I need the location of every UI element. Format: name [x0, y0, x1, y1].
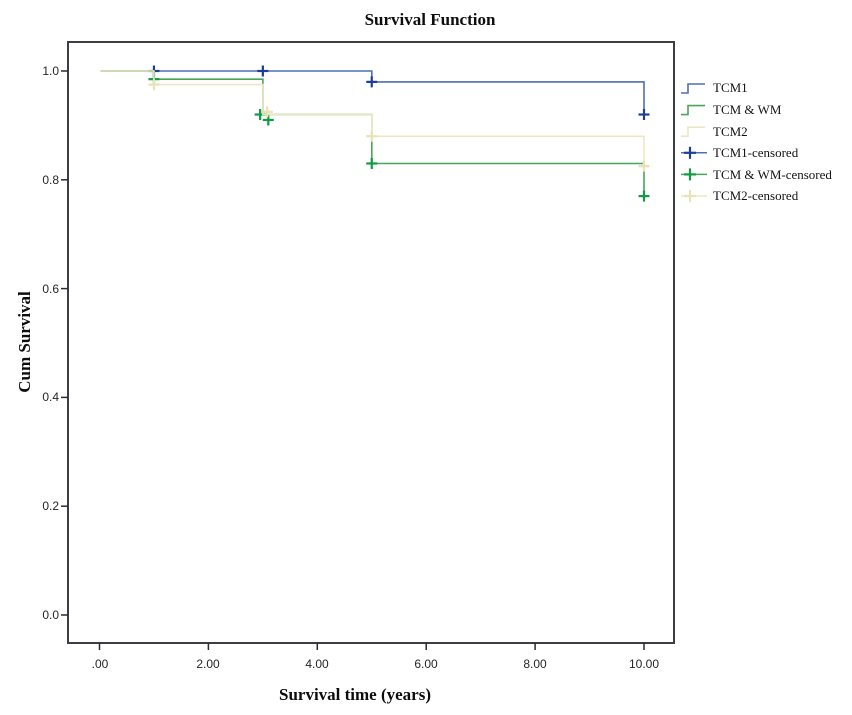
legend-labels: TCM1 TCM & WM TCM2 TCM1-censored TCM & W… — [713, 80, 832, 203]
y-tick-label: 0.2 — [42, 499, 59, 513]
y-tick-label: 0.8 — [42, 173, 59, 187]
y-tick-label: 0.4 — [42, 390, 59, 404]
x-axis-title: Survival time (years) — [279, 685, 431, 704]
legend-label-tcm-wm: TCM & WM — [713, 102, 782, 117]
y-axis-title: Cum Survival — [15, 291, 34, 393]
y-tick-label: 0.0 — [42, 608, 59, 622]
x-tick-label: .00 — [92, 657, 109, 671]
legend-label-tcm2-censored: TCM2-censored — [713, 188, 799, 203]
legend-label-tcm1: TCM1 — [713, 80, 748, 95]
plot-border — [67, 41, 675, 644]
chart-title: Survival Function — [365, 10, 496, 29]
x-tick-label: 4.00 — [305, 657, 329, 671]
y-tick-label: 1.0 — [42, 64, 59, 78]
x-tick-label: 10.00 — [629, 657, 659, 671]
legend-label-tcm-wm-censored: TCM & WM-censored — [713, 167, 832, 182]
x-tick-label: 8.00 — [523, 657, 547, 671]
axis-tick-marks — [61, 70, 645, 650]
legend-step-glyph-tcm2 — [681, 126, 705, 137]
x-tick-label: 6.00 — [414, 657, 438, 671]
survival-curve-tcm2 — [100, 70, 645, 167]
legend-key-glyphs — [681, 83, 707, 202]
legend-label-tcm2: TCM2 — [713, 124, 748, 139]
y-axis-tick-labels: 0.0 0.2 0.4 0.6 0.8 1.0 — [42, 64, 59, 622]
legend-step-glyph-tcm1 — [681, 83, 705, 94]
legend-label-tcm1-censored: TCM1-censored — [713, 145, 799, 160]
legend-step-glyph-tcm-wm — [681, 104, 705, 116]
y-tick-label: 0.6 — [42, 282, 59, 296]
x-tick-label: 2.00 — [196, 657, 220, 671]
x-axis-tick-labels: .00 2.00 4.00 6.00 8.00 10.00 — [92, 657, 660, 671]
survival-curves — [100, 65, 650, 202]
